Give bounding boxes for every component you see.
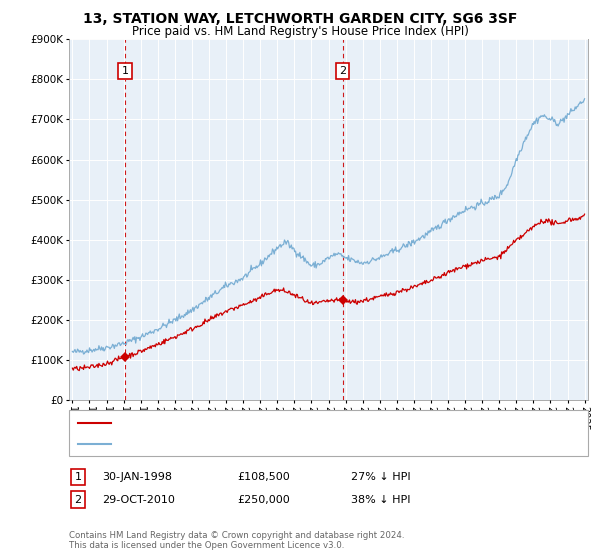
- Text: 1: 1: [74, 472, 82, 482]
- Text: 27% ↓ HPI: 27% ↓ HPI: [351, 472, 410, 482]
- Text: Contains HM Land Registry data © Crown copyright and database right 2024.
This d: Contains HM Land Registry data © Crown c…: [69, 530, 404, 550]
- Text: 13, STATION WAY, LETCHWORTH GARDEN CITY, SG6 3SF (detached house): 13, STATION WAY, LETCHWORTH GARDEN CITY,…: [117, 418, 504, 428]
- Text: 2: 2: [74, 494, 82, 505]
- Text: 30-JAN-1998: 30-JAN-1998: [102, 472, 172, 482]
- Text: £108,500: £108,500: [237, 472, 290, 482]
- Text: 1: 1: [121, 66, 128, 76]
- Text: 2: 2: [339, 66, 346, 76]
- Text: 38% ↓ HPI: 38% ↓ HPI: [351, 494, 410, 505]
- Text: HPI: Average price, detached house, North Hertfordshire: HPI: Average price, detached house, Nort…: [117, 438, 412, 449]
- Text: 29-OCT-2010: 29-OCT-2010: [102, 494, 175, 505]
- Text: £250,000: £250,000: [237, 494, 290, 505]
- Text: 13, STATION WAY, LETCHWORTH GARDEN CITY, SG6 3SF: 13, STATION WAY, LETCHWORTH GARDEN CITY,…: [83, 12, 517, 26]
- Text: Price paid vs. HM Land Registry's House Price Index (HPI): Price paid vs. HM Land Registry's House …: [131, 25, 469, 38]
